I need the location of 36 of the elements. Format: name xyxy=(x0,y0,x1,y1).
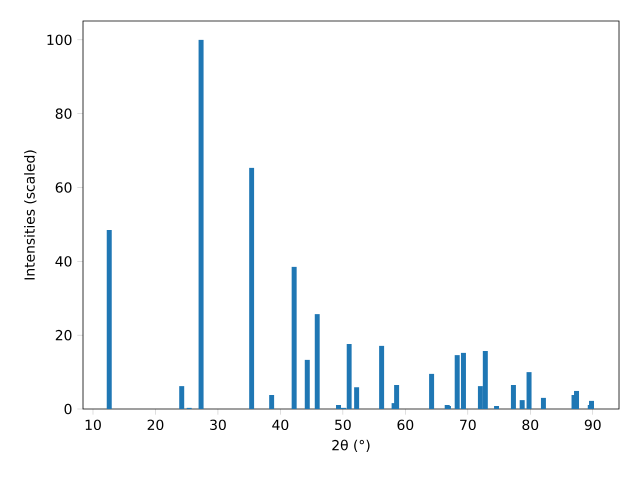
y-tick-label: 60 xyxy=(56,182,72,193)
x-axis-title: 2θ (°) xyxy=(332,440,370,452)
bar xyxy=(304,360,310,409)
bar xyxy=(526,372,532,409)
x-tick-label: 20 xyxy=(148,420,164,430)
x-tick-label: 50 xyxy=(335,420,351,430)
x-tick-label: 40 xyxy=(272,420,288,430)
y-tick-label: 80 xyxy=(56,108,72,119)
bar xyxy=(589,400,594,409)
bar xyxy=(520,400,525,409)
bar xyxy=(314,314,320,409)
bar xyxy=(106,230,112,409)
bar xyxy=(494,406,500,409)
x-tick-label: 70 xyxy=(460,420,476,430)
x-tick-label: 80 xyxy=(522,420,538,430)
x-tick-label: 60 xyxy=(397,420,414,430)
bar xyxy=(354,387,360,409)
y-tick-label: 40 xyxy=(55,256,72,267)
bar xyxy=(249,168,254,409)
bar xyxy=(379,346,384,409)
bar xyxy=(510,385,516,409)
y-tick-label: 20 xyxy=(56,330,72,340)
y-tick-label: 0 xyxy=(64,404,72,414)
bar xyxy=(429,374,434,409)
x-tick-label: 30 xyxy=(210,420,226,430)
y-tick-label: 100 xyxy=(47,34,72,46)
bar xyxy=(292,266,297,409)
bar xyxy=(198,40,204,409)
x-tick-label: 90 xyxy=(584,420,601,430)
bar xyxy=(179,386,184,409)
bar xyxy=(574,390,580,409)
y-axis-title: Intensities (scaled) xyxy=(24,150,36,280)
bar xyxy=(269,394,274,409)
x-tick-label: 10 xyxy=(86,420,101,430)
bar xyxy=(394,385,400,409)
bar xyxy=(540,398,546,409)
